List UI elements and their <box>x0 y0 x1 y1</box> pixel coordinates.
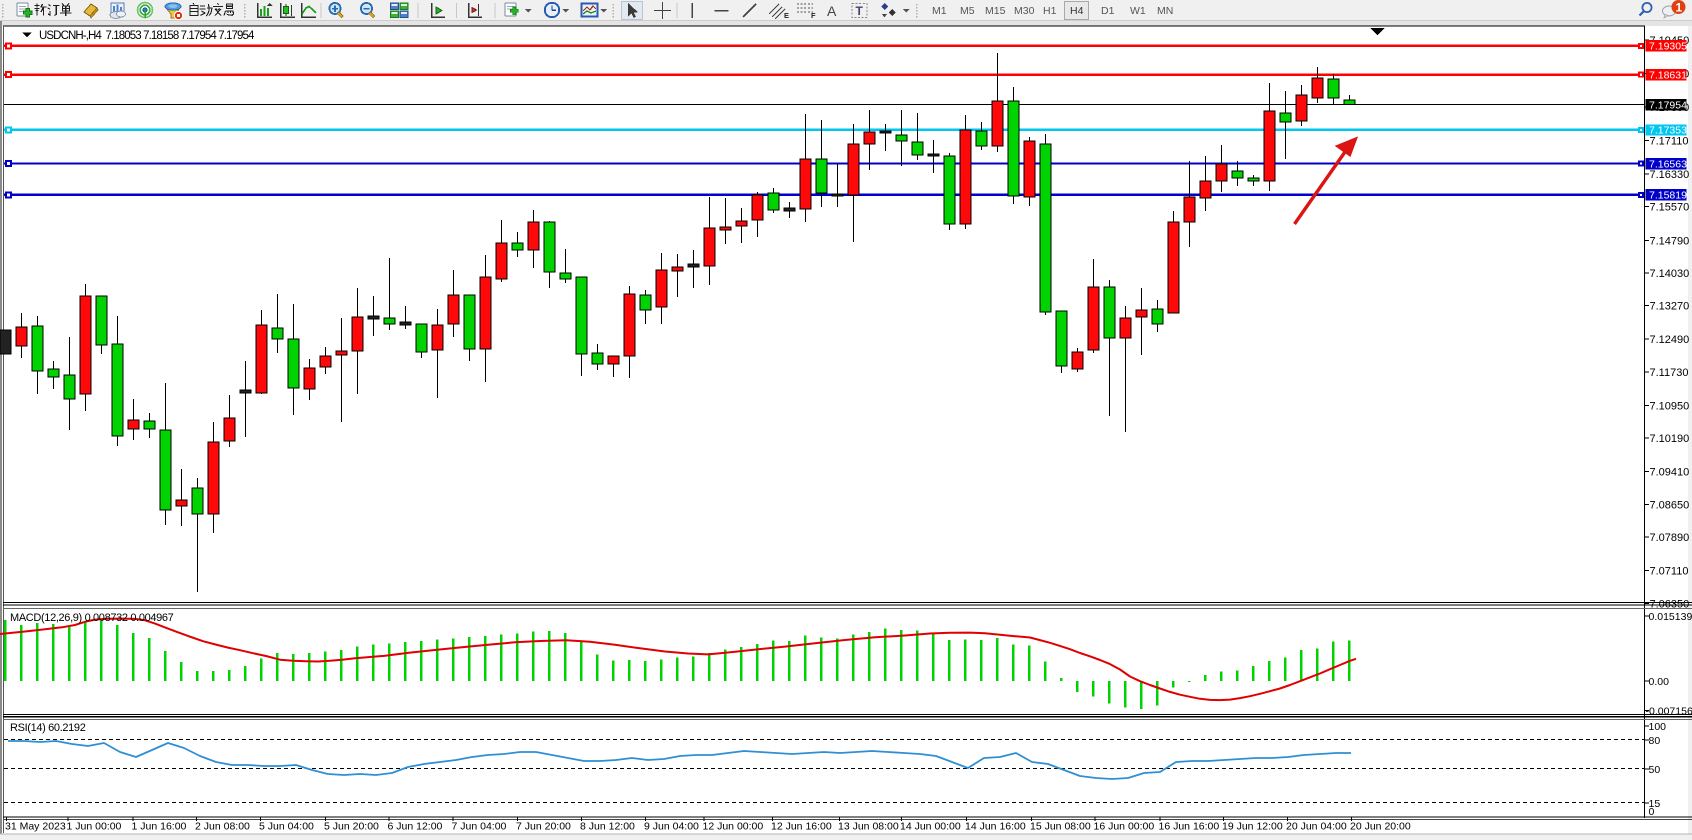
svg-text:20 Jun 04:00: 20 Jun 04:00 <box>1286 821 1347 833</box>
svg-text:5 Jun 04:00: 5 Jun 04:00 <box>259 821 314 833</box>
svg-text:9 Jun 04:00: 9 Jun 04:00 <box>644 821 699 833</box>
svg-text:7.17954: 7.17954 <box>1649 99 1687 111</box>
svg-text:7.12490: 7.12490 <box>1650 334 1690 346</box>
svg-text:MN: MN <box>1157 5 1173 17</box>
svg-text:A: A <box>827 3 837 19</box>
svg-text:16 Jun 16:00: 16 Jun 16:00 <box>1159 821 1220 833</box>
svg-text:D1: D1 <box>1101 5 1115 17</box>
svg-text:15 Jun 08:00: 15 Jun 08:00 <box>1030 821 1091 833</box>
svg-text:7.18631: 7.18631 <box>1649 70 1687 82</box>
svg-text:7 Jun 04:00: 7 Jun 04:00 <box>452 821 507 833</box>
svg-text:7.16330: 7.16330 <box>1650 169 1690 181</box>
svg-text:16 Jun 00:00: 16 Jun 00:00 <box>1094 821 1155 833</box>
svg-text:USDCNH-,H4 7.18053 7.18158 7.: USDCNH-,H4 7.18053 7.18158 7.17954 7.179… <box>39 30 255 42</box>
svg-text:T: T <box>856 4 864 18</box>
svg-text:6 Jun 12:00: 6 Jun 12:00 <box>388 821 443 833</box>
svg-text:12 Jun 16:00: 12 Jun 16:00 <box>771 821 832 833</box>
svg-text:1 Jun 00:00: 1 Jun 00:00 <box>67 821 122 833</box>
svg-text:12 Jun 00:00: 12 Jun 00:00 <box>703 821 764 833</box>
svg-text:0.015139: 0.015139 <box>1649 611 1692 623</box>
svg-text:M5: M5 <box>960 5 975 17</box>
svg-text:1: 1 <box>1676 1 1683 15</box>
svg-text:E: E <box>784 11 789 20</box>
svg-text:13 Jun 08:00: 13 Jun 08:00 <box>838 821 899 833</box>
svg-text:8 Jun 12:00: 8 Jun 12:00 <box>580 821 635 833</box>
svg-text:7.15819: 7.15819 <box>1649 190 1687 202</box>
svg-text:7.15570: 7.15570 <box>1650 202 1690 214</box>
svg-text:7.17110: 7.17110 <box>1650 135 1689 147</box>
svg-text:M1: M1 <box>932 5 947 17</box>
svg-text:0: 0 <box>1649 806 1655 818</box>
svg-text:H4: H4 <box>1070 5 1084 17</box>
svg-text:W1: W1 <box>1130 5 1146 17</box>
svg-text:5 Jun 20:00: 5 Jun 20:00 <box>324 821 379 833</box>
svg-text:7.09410: 7.09410 <box>1650 467 1690 479</box>
svg-text:7.14790: 7.14790 <box>1650 235 1690 247</box>
svg-text:7.19305: 7.19305 <box>1649 41 1687 53</box>
svg-text:RSI(14) 60.2192: RSI(14) 60.2192 <box>10 722 86 734</box>
svg-text:7.17353: 7.17353 <box>1649 125 1687 137</box>
svg-text:7.10950: 7.10950 <box>1650 401 1690 413</box>
svg-text:31 May 2023: 31 May 2023 <box>5 821 66 833</box>
svg-text:7.14030: 7.14030 <box>1650 268 1690 280</box>
svg-text:2 Jun 08:00: 2 Jun 08:00 <box>195 821 250 833</box>
svg-text:7.07110: 7.07110 <box>1650 566 1689 578</box>
svg-text:M15: M15 <box>985 5 1006 17</box>
svg-text:20 Jun 20:00: 20 Jun 20:00 <box>1350 821 1411 833</box>
svg-text:14 Jun 00:00: 14 Jun 00:00 <box>900 821 961 833</box>
svg-text:0.00: 0.00 <box>1649 676 1670 688</box>
svg-text:H1: H1 <box>1043 5 1057 17</box>
svg-text:100: 100 <box>1649 721 1667 733</box>
svg-text:F: F <box>811 11 816 20</box>
svg-text:7.06350: 7.06350 <box>1650 598 1690 610</box>
svg-text:7.11730: 7.11730 <box>1650 367 1689 379</box>
svg-text:7.16563: 7.16563 <box>1649 158 1687 170</box>
svg-text:50: 50 <box>1649 764 1661 776</box>
svg-text:7 Jun 20:00: 7 Jun 20:00 <box>516 821 571 833</box>
svg-text:7.10190: 7.10190 <box>1650 433 1690 445</box>
svg-text:80: 80 <box>1649 735 1661 747</box>
svg-text:14 Jun 16:00: 14 Jun 16:00 <box>965 821 1026 833</box>
svg-text:7.13270: 7.13270 <box>1650 301 1690 313</box>
svg-text:M30: M30 <box>1014 5 1035 17</box>
svg-text:7.08650: 7.08650 <box>1650 499 1690 511</box>
svg-text:MACD(12,26,9) 0.008732 0.00496: MACD(12,26,9) 0.008732 0.004967 <box>10 612 174 624</box>
svg-text:15: 15 <box>1649 798 1661 810</box>
svg-text:1 Jun 16:00: 1 Jun 16:00 <box>132 821 187 833</box>
svg-text:7.07890: 7.07890 <box>1650 532 1690 544</box>
svg-text:-0.007156: -0.007156 <box>1646 706 1692 718</box>
svg-text:19 Jun 12:00: 19 Jun 12:00 <box>1222 821 1283 833</box>
